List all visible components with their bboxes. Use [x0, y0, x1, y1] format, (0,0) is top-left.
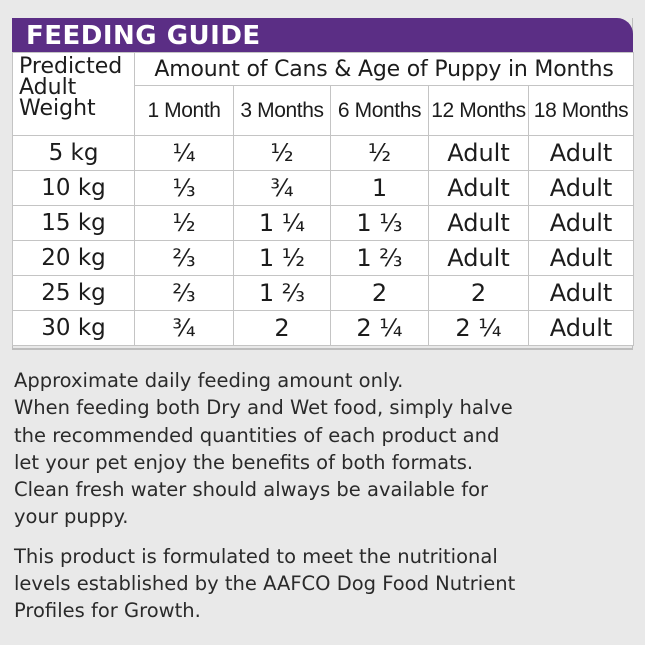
amount-cell: Adult: [428, 240, 529, 276]
amount-cell: ⅔: [134, 275, 234, 311]
amount-cell: 2 ¼: [330, 310, 429, 346]
amount-cell: Adult: [527, 170, 635, 206]
amount-cell: 1 ⅔: [233, 275, 331, 311]
month-header-row: 1 Month 3 Months 6 Months 12 Months 18 M…: [13, 85, 635, 136]
weight-header-line: Adult: [19, 75, 77, 100]
feeding-guide-body: 5 kg ¼ ½ ½ Adult Adult 10 kg ⅓ ¾ 1 Adult Adult 15 kg…: [12, 135, 635, 346]
amount-cell: ¾: [233, 170, 331, 206]
feeding-note-paragraph: Approximate daily feeding amount only. Wh…: [14, 367, 634, 531]
amount-cell: 1: [330, 170, 429, 206]
amount-cell: Adult: [527, 240, 635, 276]
note-line: When feeding both Dry and Wet food, simp…: [14, 396, 513, 420]
feeding-guide-banner: FEEDING GUIDE: [12, 18, 633, 52]
amount-cell: 2: [233, 310, 331, 346]
note-line: let your pet enjoy the benefits of both …: [14, 450, 474, 474]
weight-cell: 5 kg: [12, 135, 135, 171]
predicted-adult-weight-header: Predicted Adult Weight: [12, 52, 135, 136]
amount-cell: Adult: [527, 135, 635, 171]
amount-cell: ⅓: [134, 170, 234, 206]
amount-cell: Adult: [428, 205, 529, 241]
month-header-18: 18 Months: [527, 85, 635, 136]
amount-cell: Adult: [428, 170, 529, 206]
weight-cell: 30 kg: [12, 310, 135, 346]
amount-cell: Adult: [527, 275, 635, 311]
amount-cell: 1 ¼: [233, 205, 331, 241]
note-line: This product is formulated to meet the n…: [14, 544, 498, 568]
table-row: 5 kg ¼ ½ ½ Adult Adult: [12, 135, 635, 171]
amount-cell: 1 ⅓: [330, 205, 429, 241]
banner-title: FEEDING GUIDE: [26, 21, 261, 51]
weight-header-line: Weight: [19, 96, 96, 121]
table-header-row: Predicted Adult Weight Amount of Cans & …: [12, 52, 635, 136]
amount-cell: 2: [330, 275, 429, 311]
amount-cell: ½: [330, 135, 429, 171]
weight-header-line: Predicted: [19, 54, 123, 79]
month-header-12: 12 Months: [428, 85, 529, 136]
note-line: Clean fresh water should always be avail…: [14, 478, 489, 502]
amount-cell: 2: [428, 275, 529, 311]
amount-cell: ½: [233, 135, 331, 171]
amount-cell: 2 ¼: [428, 310, 529, 346]
weight-cell: 15 kg: [12, 205, 135, 241]
amount-cell: ⅔: [134, 240, 234, 276]
feeding-guide-table: Predicted Adult Weight Amount of Cans & …: [12, 52, 635, 346]
amount-cell: ½: [134, 205, 234, 241]
amount-cell: ¼: [134, 135, 234, 171]
note-line: Approximate daily feeding amount only.: [14, 369, 404, 392]
note-line: Profiles for Growth.: [14, 599, 201, 623]
weight-cell: 20 kg: [12, 240, 135, 276]
aafco-note-paragraph: This product is formulated to meet the n…: [14, 543, 634, 625]
amount-cell: Adult: [527, 310, 635, 346]
month-header-3: 3 Months: [233, 85, 331, 136]
feeding-notes: Approximate daily feeding amount only. Wh…: [14, 367, 634, 625]
weight-cell: 25 kg: [12, 275, 135, 311]
note-line: your puppy.: [14, 505, 129, 529]
month-header-1: 1 Month: [134, 85, 234, 136]
note-line: the recommended quantities of each produ…: [14, 423, 500, 447]
weight-cell: 10 kg: [12, 170, 135, 206]
amount-cell: 1 ⅔: [330, 240, 429, 276]
table-row: 25 kg ⅔ 1 ⅔ 2 2 Adult: [12, 275, 635, 311]
amount-header: Amount of Cans & Age of Puppy in Months: [133, 52, 635, 86]
amount-cell: Adult: [527, 205, 635, 241]
amount-cell: Adult: [428, 135, 529, 171]
amount-cell: ¾: [134, 310, 234, 346]
table-row: 10 kg ⅓ ¾ 1 Adult Adult: [12, 170, 635, 206]
amount-cell: 1 ½: [233, 240, 331, 276]
month-header-6: 6 Months: [330, 85, 429, 136]
note-line: levels established by the AAFCO Dog Food…: [14, 572, 516, 596]
